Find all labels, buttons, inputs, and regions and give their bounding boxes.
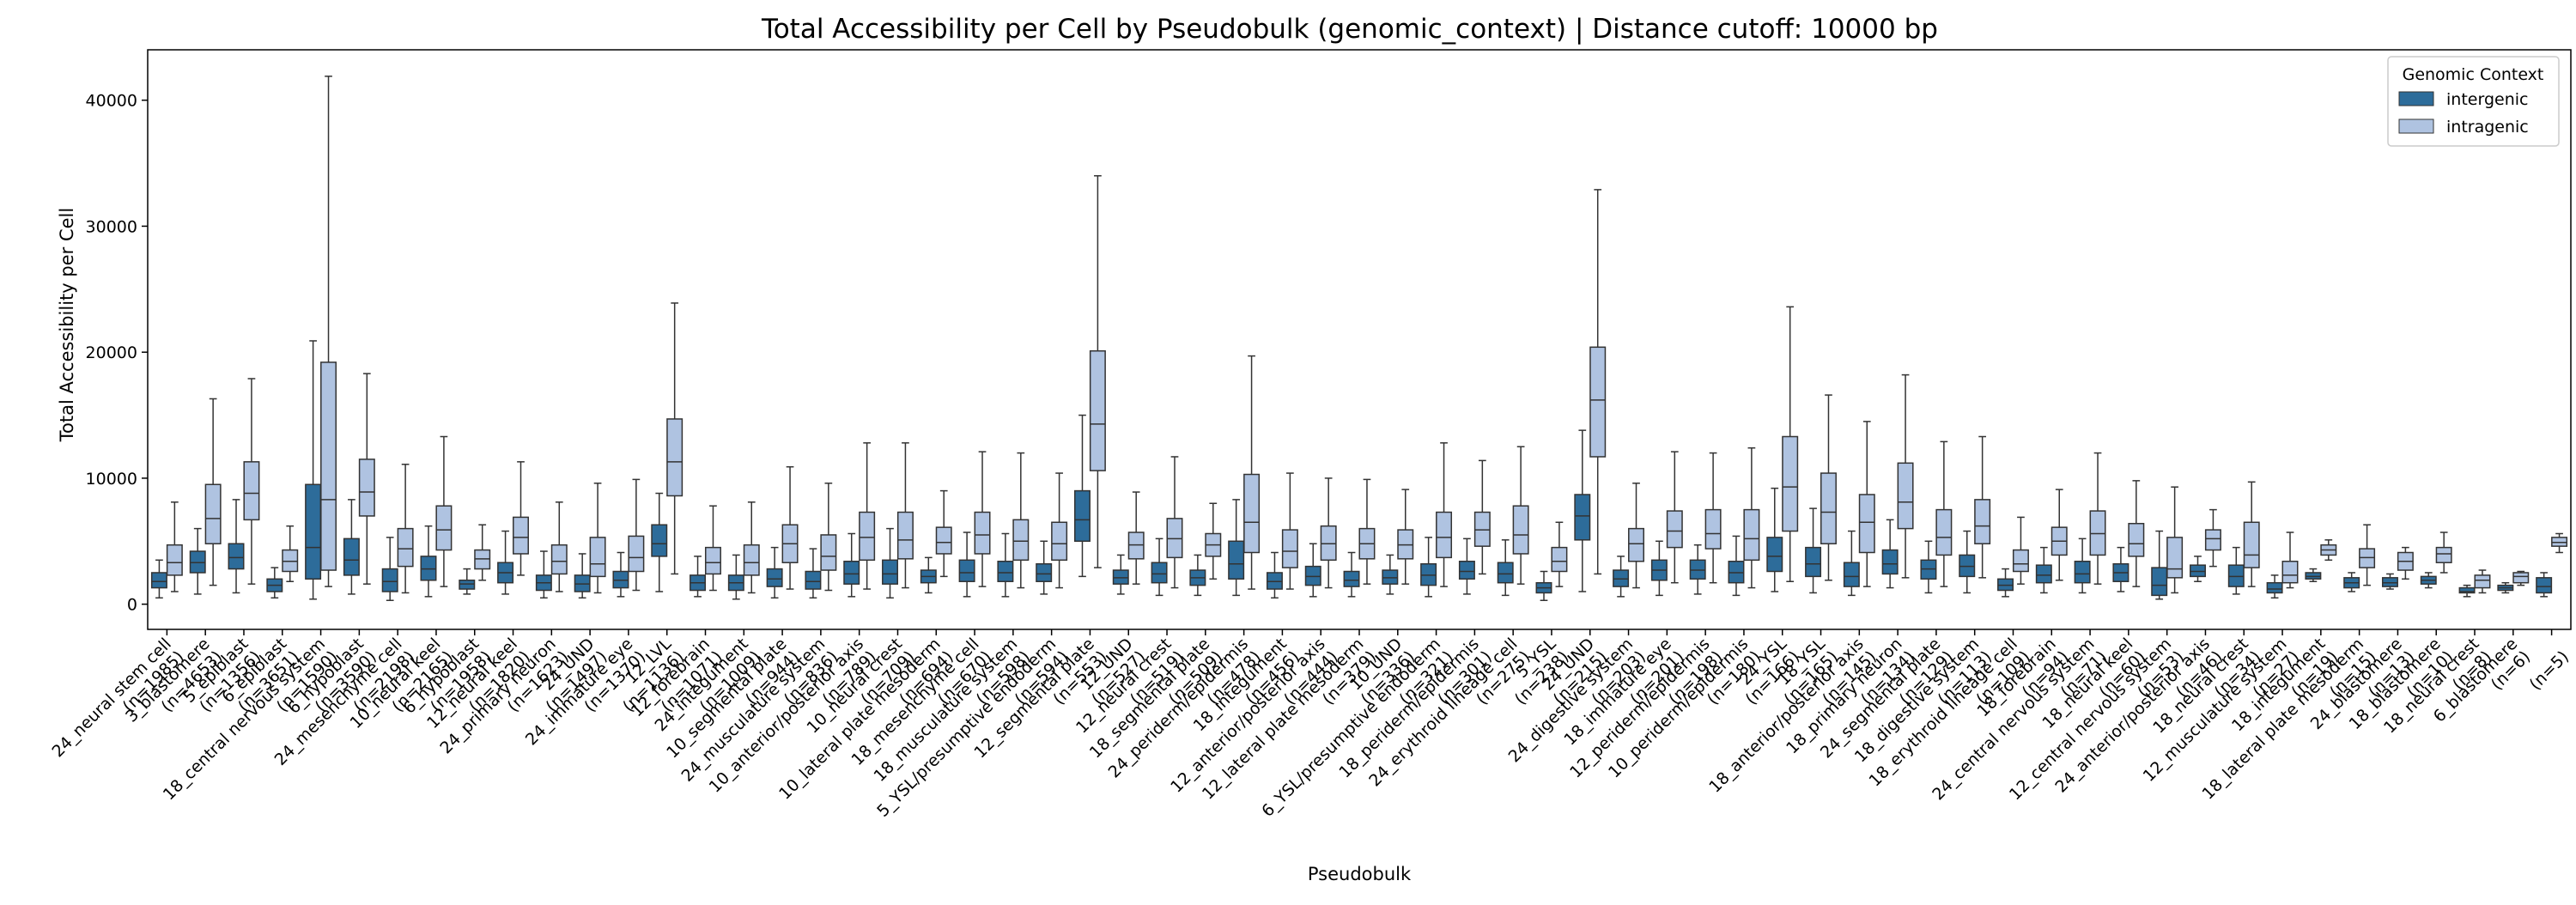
box-intragenic <box>1012 519 1030 562</box>
box-intergenic <box>1036 562 1053 582</box>
box-intragenic <box>1281 529 1298 568</box>
x-tick-label: (n=5) <box>2526 647 2573 694</box>
box-intergenic <box>997 561 1014 582</box>
y-axis-title: Total Accessibility per Cell <box>57 208 77 442</box>
box-intragenic <box>358 459 375 517</box>
box-intragenic <box>589 537 606 578</box>
box-intragenic <box>513 516 529 555</box>
box-intragenic <box>1974 499 1991 544</box>
box-intergenic <box>1458 561 1475 580</box>
box-intergenic <box>228 543 245 570</box>
box-intergenic <box>343 538 360 576</box>
box-intergenic <box>958 559 975 582</box>
legend-title: Genomic Context <box>2403 65 2544 84</box>
legend: Genomic Context intergenic intragenic <box>2387 56 2560 147</box>
y-tick-label: 10000 <box>86 470 137 489</box>
box-intragenic <box>628 535 645 573</box>
box-intergenic <box>1574 494 1591 541</box>
box-intragenic <box>896 511 914 560</box>
box-intragenic <box>1820 472 1837 544</box>
box-intergenic <box>1497 562 1514 584</box>
box-intragenic <box>1089 349 1106 471</box>
box-intergenic <box>805 570 822 590</box>
box-intergenic <box>1074 489 1091 543</box>
box-intragenic <box>320 361 337 571</box>
box-intergenic <box>2266 581 2283 594</box>
box-intragenic <box>204 483 222 544</box>
box-intergenic <box>1843 562 1860 587</box>
box-intergenic <box>1228 540 1245 580</box>
box-intragenic <box>2012 549 2029 573</box>
box-intragenic <box>2204 529 2221 551</box>
y-tick-label: 20000 <box>86 343 137 362</box>
x-axis-title: Pseudobulk <box>1308 864 1412 884</box>
box-intergenic <box>2536 577 2553 594</box>
box-intergenic <box>766 568 783 587</box>
box-intergenic <box>651 524 668 557</box>
box-intergenic <box>305 483 322 580</box>
box-intragenic <box>859 511 876 562</box>
chart-title: Total Accessibility per Cell by Pseudobu… <box>761 14 1938 45</box>
box-intragenic <box>666 418 683 497</box>
legend-label-intergenic: intergenic <box>2446 90 2528 109</box>
box-intragenic <box>1743 508 1760 562</box>
box-intergenic <box>1766 537 1783 573</box>
legend-label-intragenic: intragenic <box>2446 118 2529 137</box>
box-intergenic <box>2035 564 2052 584</box>
box-intragenic <box>1243 473 1261 554</box>
x-tick-label-line: (n=5) <box>2526 647 2573 694</box>
box-intragenic <box>1897 462 1914 530</box>
box-intergenic <box>150 572 167 589</box>
box-intragenic <box>935 526 952 555</box>
box-intergenic <box>1343 570 1360 587</box>
box-intergenic <box>2151 567 2168 597</box>
box-intergenic <box>1151 562 1168 584</box>
box-intragenic <box>1666 510 1683 549</box>
y-tick-label: 30000 <box>86 217 137 236</box>
y-tick-label: 0 <box>127 596 137 615</box>
box-intragenic <box>1512 505 1529 555</box>
box-intragenic <box>1551 546 1568 573</box>
box-intragenic <box>1628 527 1644 562</box>
box-intergenic <box>882 559 899 585</box>
box-intragenic <box>2512 572 2530 584</box>
box-intragenic <box>2166 537 2184 579</box>
box-intragenic <box>974 511 991 555</box>
box-intragenic <box>743 544 760 576</box>
box-intragenic <box>1704 508 1722 550</box>
box-intragenic <box>397 527 414 568</box>
box-intragenic <box>2128 522 2145 557</box>
box-intragenic <box>166 544 183 576</box>
legend-swatch-intragenic <box>2398 118 2434 134</box>
box-intragenic <box>550 544 568 575</box>
box-intragenic <box>1858 494 1875 554</box>
box-intergenic <box>381 568 398 592</box>
box-intragenic <box>435 505 453 551</box>
box-intergenic <box>843 561 860 585</box>
box-intergenic <box>2074 561 2091 584</box>
box-intragenic <box>1436 511 1453 559</box>
box-intragenic <box>243 461 260 521</box>
box-intragenic <box>2474 574 2491 589</box>
box-intragenic <box>1051 521 1068 562</box>
box-intergenic <box>2458 586 2476 594</box>
legend-swatch-intergenic <box>2398 91 2434 106</box>
box-intragenic <box>1782 435 1799 532</box>
box-intragenic <box>1935 508 1953 556</box>
box-intragenic <box>704 546 721 575</box>
box-intragenic <box>1589 346 1607 458</box>
box-intragenic <box>820 534 837 571</box>
box-intragenic <box>2243 521 2260 568</box>
box-intergenic <box>1881 549 1899 575</box>
y-tick-label: 40000 <box>86 92 137 111</box>
box-intragenic <box>2281 561 2299 584</box>
box-intragenic <box>2435 546 2452 563</box>
box-intergenic <box>1805 546 1822 578</box>
